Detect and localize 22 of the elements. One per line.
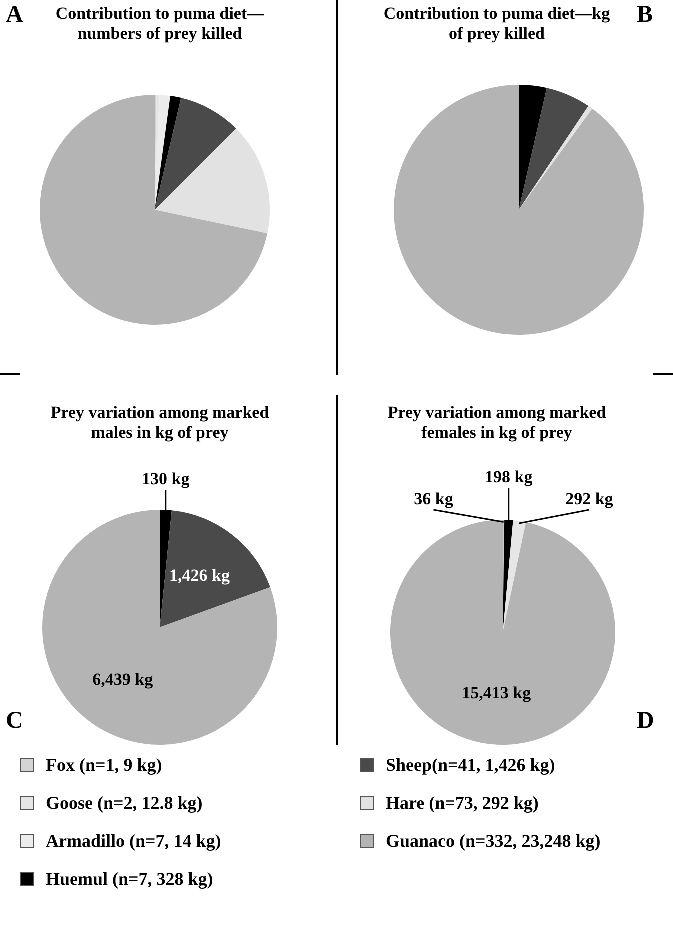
chart-title: Contribution to puma diet—kg of prey killed	[382, 4, 612, 44]
legend-label: Fox (n=1, 9 kg)	[45, 755, 162, 776]
text: B	[637, 2, 654, 29]
legend-label: Huemul (n=7, 328 kg)	[45, 869, 214, 890]
legend-label: Guanaco (n=332, 23,248 kg)	[385, 831, 601, 852]
data-label: 6,439 kg	[92, 670, 154, 689]
legend-label: Goose (n=2, 12.8 kg)	[45, 793, 203, 814]
legend-label: Armadillo (n=7, 14 kg)	[45, 831, 222, 852]
data-label: 130 kg	[142, 469, 190, 488]
legend-label: Hare (n=73, 292 kg)	[385, 793, 539, 814]
data-label: 15,413 kg	[462, 683, 532, 702]
chart-title: Prey variation among marked females in kg of prey	[386, 403, 608, 443]
chart-title: Prey variation among marked males in kg of prey	[50, 403, 270, 443]
text: A	[6, 2, 24, 29]
data-label: 292 kg	[566, 489, 614, 508]
data-label: 1,426 kg	[170, 566, 230, 585]
text: C	[6, 708, 24, 735]
data-label: 198 kg	[485, 467, 534, 486]
legend-label: Sheep(n=41, 1,426 kg)	[385, 755, 556, 776]
data-label: 36 kg	[414, 489, 454, 508]
text: D	[637, 708, 654, 735]
chart-title: Contribution to puma diet—numbers of prey killed	[54, 4, 266, 44]
